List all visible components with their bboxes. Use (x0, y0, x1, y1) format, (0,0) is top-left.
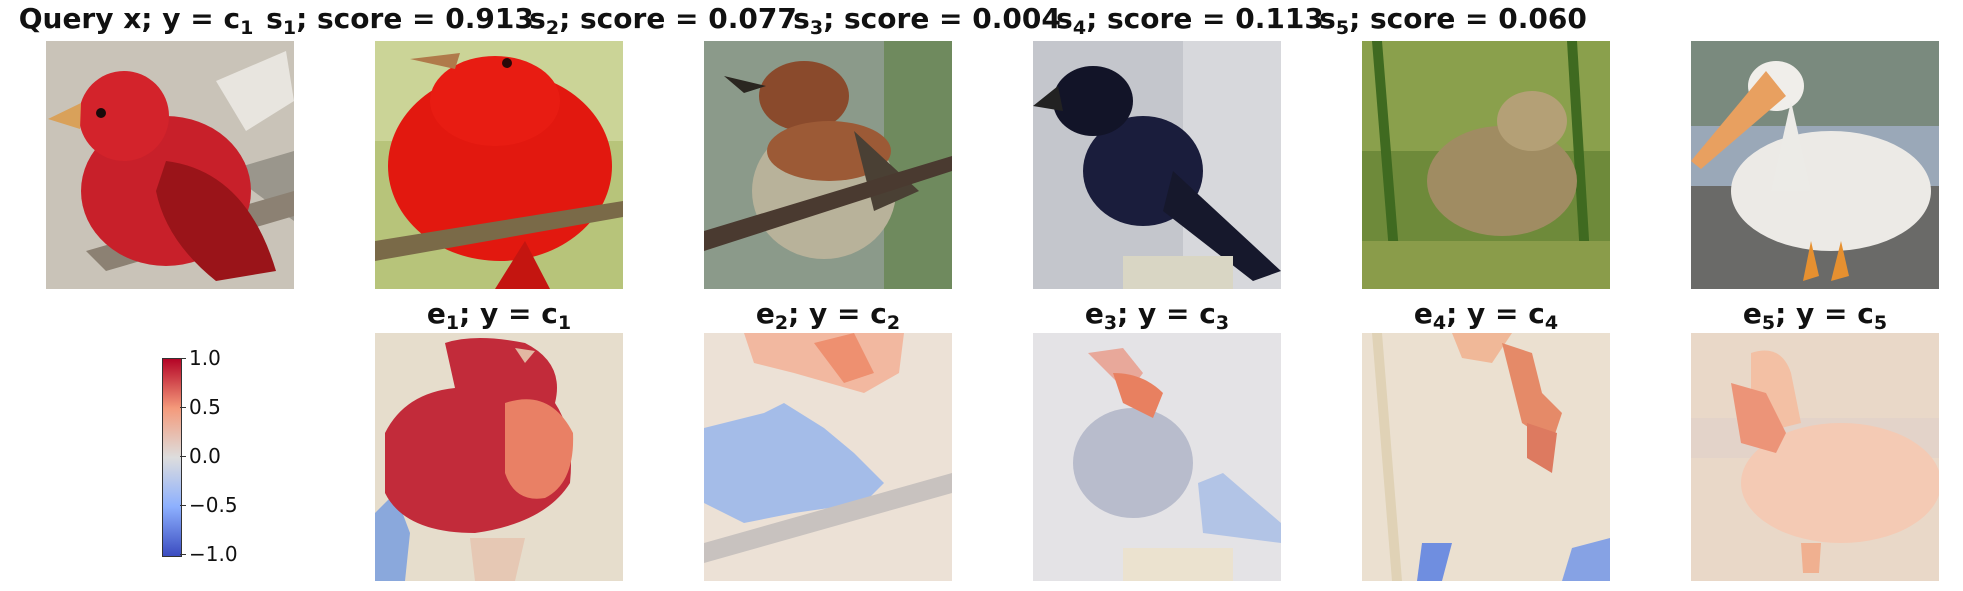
explanation-3-heatmap (1033, 333, 1281, 581)
explanation-5-heatmap (1691, 333, 1939, 581)
explanation-1-title: e1; y = c1 (426, 297, 572, 334)
sample-2-image (704, 41, 952, 289)
query-image (46, 41, 294, 289)
colorbar-label-4: −0.5 (189, 493, 238, 517)
sample-3-image (1033, 41, 1281, 289)
explanation-4-heatmap (1362, 333, 1610, 581)
sample-5-image (1691, 41, 1939, 289)
sample-1-image (375, 41, 623, 289)
explanation-1-heatmap (375, 333, 623, 581)
colorbar-tick-3 (180, 456, 186, 457)
sample-1-title: s1; score = 0.913 (266, 2, 534, 39)
explanation-2-heatmap (704, 333, 952, 581)
colorbar-tick-5 (180, 554, 186, 555)
colorbar-tick-2 (180, 407, 186, 408)
colorbar-tick-1 (180, 358, 186, 359)
explanation-3-title: e3; y = c3 (1084, 297, 1230, 334)
colorbar-label-1: 1.0 (189, 346, 221, 370)
sample-5-title: s5; score = 0.060 (1319, 2, 1587, 39)
sample-4-title: s4; score = 0.113 (1056, 2, 1324, 39)
explanation-2-title: e2; y = c2 (755, 297, 901, 334)
sample-3-title: s3; score = 0.004 (793, 2, 1061, 39)
sample-4-image (1362, 41, 1610, 289)
query-title: Query x; y = c1 (18, 2, 254, 39)
colorbar (162, 358, 182, 557)
colorbar-tick-4 (180, 505, 186, 506)
explanation-5-title: e5; y = c5 (1742, 297, 1888, 334)
colorbar-label-2: 0.5 (189, 395, 221, 419)
colorbar-label-3: 0.0 (189, 444, 221, 468)
explanation-4-title: e4; y = c4 (1413, 297, 1559, 334)
colorbar-label-5: −1.0 (189, 542, 238, 566)
sample-2-title: s2; score = 0.077 (529, 2, 797, 39)
